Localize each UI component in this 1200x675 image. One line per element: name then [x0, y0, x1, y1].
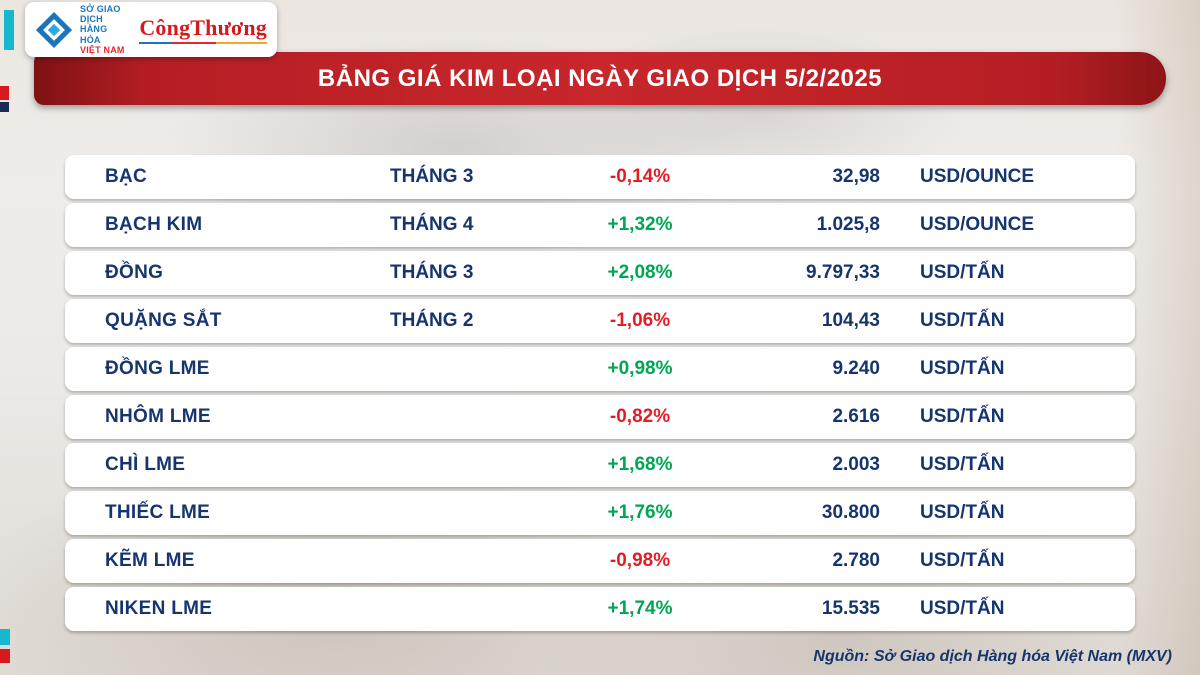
table-row: ĐỒNG THÁNG 3 +2,08% 9.797,33 USD/TẤN — [65, 251, 1135, 295]
percent-change: +1,76% — [607, 502, 673, 523]
table-row: QUẶNG SẮT THÁNG 2 -1,06% 104,43 USD/TẤN — [65, 299, 1135, 343]
percent-change: +2,08% — [607, 262, 673, 283]
table-row: KẼM LME -0,98% 2.780 USD/TẤN — [65, 539, 1135, 583]
price-unit: USD/TẤN — [920, 454, 1005, 475]
price-value: 1.025,8 — [816, 214, 880, 235]
price-unit: USD/TẤN — [920, 598, 1005, 619]
table-row: NIKEN LME +1,74% 15.535 USD/TẤN — [65, 587, 1135, 631]
price-value: 2.616 — [832, 406, 880, 427]
congthuong-wordmark: CôngThương — [139, 15, 267, 40]
price-value: 32,98 — [832, 166, 880, 187]
contract-month: THÁNG 4 — [390, 214, 474, 235]
price-value: 2.003 — [832, 454, 880, 475]
price-unit: USD/TẤN — [920, 262, 1005, 283]
table-row: CHÌ LME +1,68% 2.003 USD/TẤN — [65, 443, 1135, 487]
table-row: BẠC THÁNG 3 -0,14% 32,98 USD/OUNCE — [65, 155, 1135, 199]
congthuong-underline-decoration — [139, 42, 267, 44]
price-value: 15.535 — [821, 598, 880, 619]
red-mark-bottom-decoration — [0, 649, 10, 663]
price-unit: USD/TẤN — [920, 406, 1005, 427]
percent-change: -0,82% — [609, 406, 671, 427]
metal-name: THIẾC LME — [105, 502, 211, 523]
mxv-name-line3: VIỆT NAM — [80, 44, 125, 55]
table-row: THIẾC LME +1,76% 30.800 USD/TẤN — [65, 491, 1135, 535]
percent-change: +1,32% — [607, 214, 673, 235]
percent-change: -1,06% — [609, 310, 671, 331]
metal-name: KẼM LME — [105, 550, 195, 571]
percent-change: -0,98% — [609, 550, 671, 571]
metal-name: NHÔM LME — [105, 406, 211, 427]
table-row: ĐỒNG LME +0,98% 9.240 USD/TẤN — [65, 347, 1135, 391]
contract-month: THÁNG 2 — [390, 310, 474, 331]
price-value: 2.780 — [832, 550, 880, 571]
mxv-name-line2: HÀNG HÓA — [80, 24, 108, 45]
contract-month: THÁNG 3 — [390, 262, 474, 283]
price-unit: USD/TẤN — [920, 550, 1005, 571]
price-value: 104,43 — [821, 310, 880, 331]
metal-name: QUẶNG SẮT — [105, 310, 222, 331]
metal-name: BẠCH KIM — [105, 214, 203, 235]
contract-month: THÁNG 3 — [390, 166, 474, 187]
percent-change: +1,68% — [607, 454, 673, 475]
metal-name: NIKEN LME — [105, 598, 213, 619]
percent-change: +1,74% — [607, 598, 673, 619]
title-banner: BẢNG GIÁ KIM LOẠI NGÀY GIAO DỊCH 5/2/202… — [34, 52, 1166, 105]
price-unit: USD/OUNCE — [920, 166, 1035, 187]
price-table: BẠC THÁNG 3 -0,14% 32,98 USD/OUNCE BẠCH … — [65, 155, 1135, 635]
price-unit: USD/TẤN — [920, 310, 1005, 331]
price-unit: USD/TẤN — [920, 358, 1005, 379]
price-unit: USD/OUNCE — [920, 214, 1035, 235]
price-unit: USD/TẤN — [920, 502, 1005, 523]
price-value: 30.800 — [821, 502, 880, 523]
congthuong-logo: CôngThương — [139, 15, 267, 44]
metal-name: CHÌ LME — [105, 454, 186, 475]
metal-name: ĐỒNG — [105, 262, 164, 283]
price-value: 9.797,33 — [806, 262, 880, 283]
metal-name: BẠC — [105, 166, 148, 187]
cyan-bar-decoration — [4, 10, 14, 50]
logo-card: SỞ GIAO DỊCH HÀNG HÓA VIỆT NAM CôngThươn… — [25, 2, 277, 57]
table-row: NHÔM LME -0,82% 2.616 USD/TẤN — [65, 395, 1135, 439]
table-row: BẠCH KIM THÁNG 4 +1,32% 1.025,8 USD/OUNC… — [65, 203, 1135, 247]
red-mark-decoration — [0, 86, 9, 100]
mxv-diamond-icon — [35, 11, 73, 48]
percent-change: +0,98% — [607, 358, 673, 379]
mxv-exchange-name: SỞ GIAO DỊCH HÀNG HÓA VIỆT NAM — [80, 4, 126, 54]
page-title: BẢNG GIÁ KIM LOẠI NGÀY GIAO DỊCH 5/2/202… — [317, 64, 883, 92]
source-note: Nguồn: Sở Giao dịch Hàng hóa Việt Nam (M… — [813, 648, 1172, 665]
navy-mark-decoration — [0, 102, 9, 112]
metal-name: ĐỒNG LME — [105, 358, 210, 379]
mxv-name-line1: SỞ GIAO DỊCH — [80, 4, 121, 25]
cyan-mark-bottom-decoration — [0, 629, 10, 645]
percent-change: -0,14% — [609, 166, 671, 187]
price-value: 9.240 — [832, 358, 880, 379]
